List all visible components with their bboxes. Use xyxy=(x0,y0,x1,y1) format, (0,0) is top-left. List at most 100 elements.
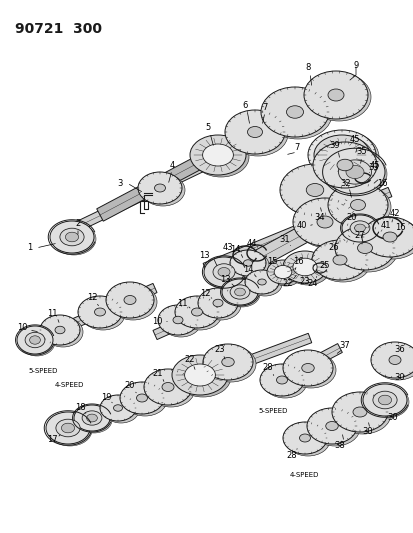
Polygon shape xyxy=(203,188,391,272)
Text: 18: 18 xyxy=(74,403,85,413)
Ellipse shape xyxy=(364,219,413,259)
Ellipse shape xyxy=(285,424,329,456)
Ellipse shape xyxy=(327,183,387,227)
Text: 7: 7 xyxy=(262,102,267,111)
Text: 45: 45 xyxy=(349,135,359,144)
Ellipse shape xyxy=(315,144,379,190)
Ellipse shape xyxy=(352,407,366,417)
Ellipse shape xyxy=(301,364,313,373)
Ellipse shape xyxy=(292,258,316,276)
Ellipse shape xyxy=(247,272,281,296)
Text: 45: 45 xyxy=(369,160,379,169)
Ellipse shape xyxy=(333,149,350,161)
Ellipse shape xyxy=(29,336,40,344)
Ellipse shape xyxy=(306,73,370,121)
Text: 7: 7 xyxy=(294,143,299,152)
Text: 33: 33 xyxy=(368,164,378,173)
Ellipse shape xyxy=(373,344,413,380)
Text: 13: 13 xyxy=(219,276,230,285)
Ellipse shape xyxy=(221,279,257,305)
Ellipse shape xyxy=(325,422,337,431)
Text: 14: 14 xyxy=(229,246,240,254)
Ellipse shape xyxy=(173,316,183,324)
Ellipse shape xyxy=(337,228,397,272)
Text: 30: 30 xyxy=(387,414,397,423)
Ellipse shape xyxy=(161,307,201,337)
Ellipse shape xyxy=(338,160,370,184)
Text: 1: 1 xyxy=(27,244,33,253)
Ellipse shape xyxy=(292,198,356,246)
Text: 38: 38 xyxy=(334,440,344,449)
Ellipse shape xyxy=(40,315,80,345)
Ellipse shape xyxy=(269,262,301,286)
Ellipse shape xyxy=(372,391,396,409)
Polygon shape xyxy=(285,391,391,449)
Text: 22: 22 xyxy=(282,279,292,287)
Text: 12: 12 xyxy=(199,288,210,297)
Ellipse shape xyxy=(354,224,365,232)
Ellipse shape xyxy=(81,298,125,330)
Text: 6: 6 xyxy=(242,101,247,109)
Ellipse shape xyxy=(74,405,110,431)
Ellipse shape xyxy=(138,172,182,204)
Text: 5-SPEED: 5-SPEED xyxy=(257,408,287,414)
Ellipse shape xyxy=(382,232,396,242)
Text: 9: 9 xyxy=(353,61,358,69)
Ellipse shape xyxy=(223,281,259,307)
Ellipse shape xyxy=(282,350,332,386)
Text: 14: 14 xyxy=(242,265,253,274)
Ellipse shape xyxy=(295,200,359,248)
Ellipse shape xyxy=(285,352,335,388)
Ellipse shape xyxy=(311,240,367,280)
Text: 4-SPEED: 4-SPEED xyxy=(289,472,318,478)
Ellipse shape xyxy=(201,290,240,320)
Ellipse shape xyxy=(202,144,233,166)
Ellipse shape xyxy=(158,305,197,335)
Polygon shape xyxy=(60,333,311,435)
Ellipse shape xyxy=(327,89,343,101)
Text: 16: 16 xyxy=(394,223,404,232)
Text: 42: 42 xyxy=(389,208,399,217)
Text: 8: 8 xyxy=(304,63,310,72)
Text: 11: 11 xyxy=(47,310,57,319)
Text: 90721  300: 90721 300 xyxy=(15,22,102,36)
Ellipse shape xyxy=(282,422,326,454)
Ellipse shape xyxy=(19,328,55,356)
Ellipse shape xyxy=(330,185,390,229)
Ellipse shape xyxy=(230,250,266,276)
Polygon shape xyxy=(58,93,347,239)
Ellipse shape xyxy=(65,232,78,242)
Ellipse shape xyxy=(306,408,356,444)
Ellipse shape xyxy=(244,270,278,294)
Text: 5: 5 xyxy=(205,124,210,133)
Ellipse shape xyxy=(25,332,45,348)
Text: 41: 41 xyxy=(380,221,390,230)
Text: 10: 10 xyxy=(152,318,162,327)
Ellipse shape xyxy=(309,410,359,446)
Ellipse shape xyxy=(192,137,248,177)
Ellipse shape xyxy=(273,265,291,279)
Ellipse shape xyxy=(334,394,390,434)
Text: 44: 44 xyxy=(246,238,256,247)
Ellipse shape xyxy=(124,295,136,304)
Ellipse shape xyxy=(100,395,136,421)
Ellipse shape xyxy=(56,419,80,437)
Text: 23: 23 xyxy=(299,278,310,287)
Ellipse shape xyxy=(55,326,65,334)
Ellipse shape xyxy=(184,364,215,386)
Ellipse shape xyxy=(17,326,53,354)
Ellipse shape xyxy=(345,165,363,179)
Ellipse shape xyxy=(206,346,255,382)
Ellipse shape xyxy=(230,285,249,299)
Text: 30: 30 xyxy=(362,427,373,437)
Ellipse shape xyxy=(106,282,154,318)
Ellipse shape xyxy=(316,216,332,228)
Ellipse shape xyxy=(313,135,369,175)
Text: 11: 11 xyxy=(176,298,187,308)
Ellipse shape xyxy=(247,126,262,138)
Ellipse shape xyxy=(233,252,268,278)
Ellipse shape xyxy=(285,253,329,285)
Text: 40: 40 xyxy=(296,221,306,230)
Ellipse shape xyxy=(76,407,112,433)
Ellipse shape xyxy=(331,392,387,432)
